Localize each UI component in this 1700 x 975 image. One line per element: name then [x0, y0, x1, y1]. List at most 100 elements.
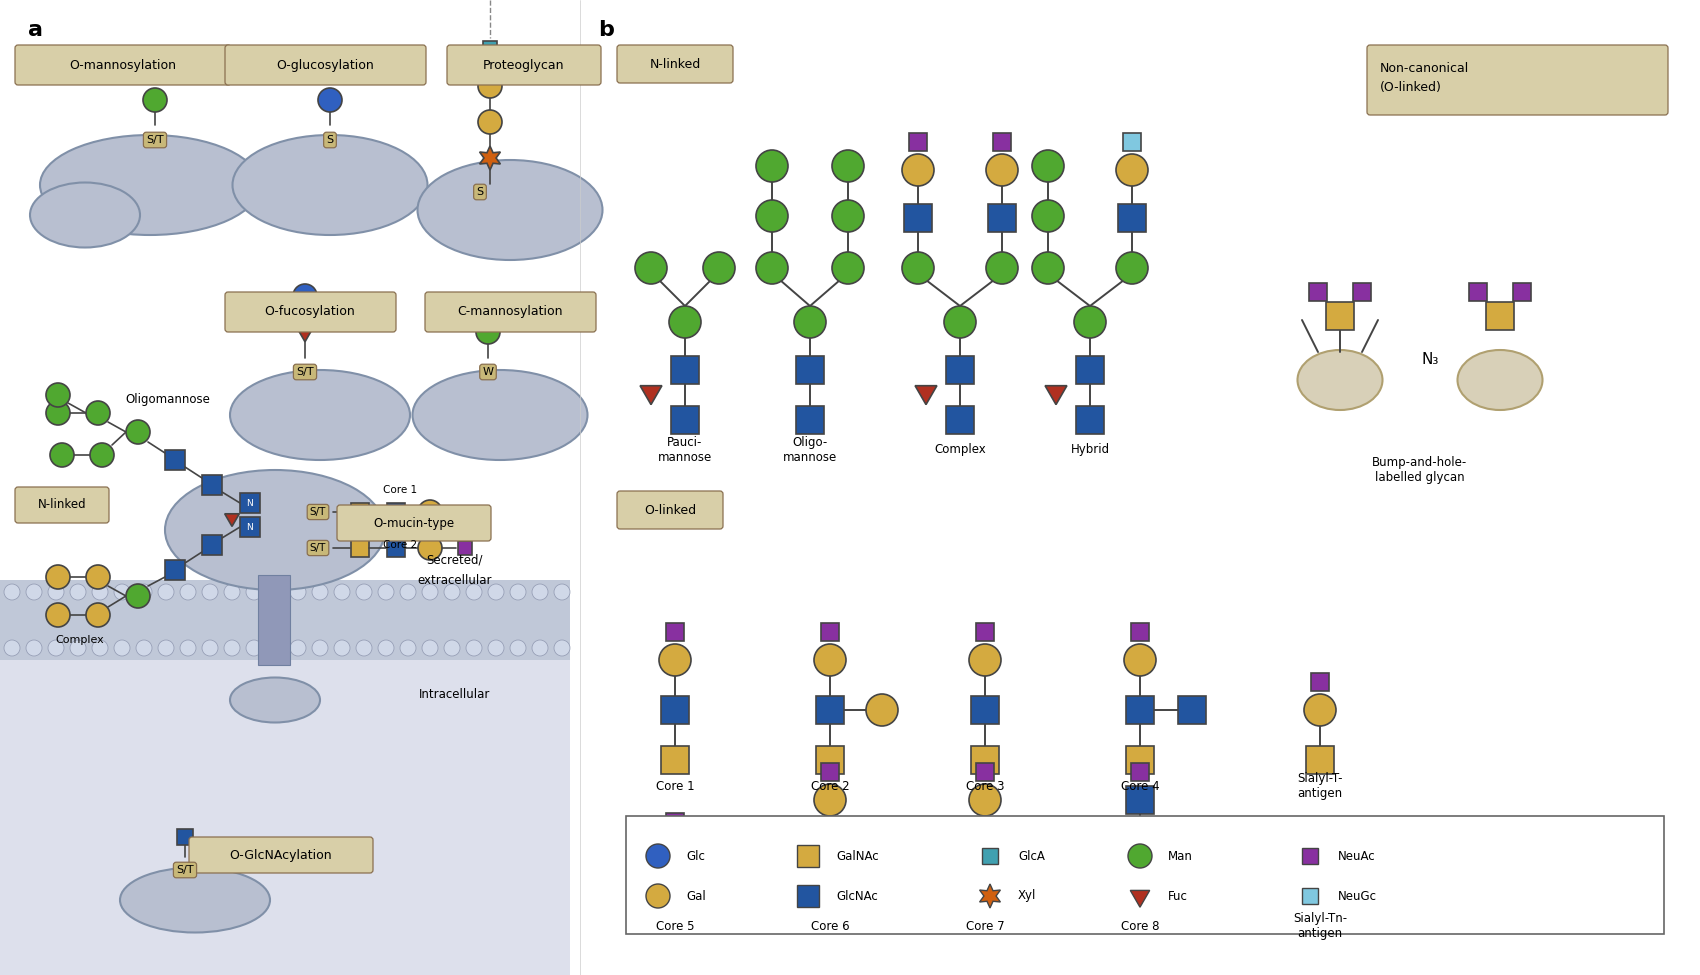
Circle shape [944, 306, 976, 338]
Circle shape [554, 584, 570, 600]
Circle shape [422, 640, 439, 656]
Text: NeuAc: NeuAc [1338, 849, 1375, 863]
Text: Sialyl-T-
antigen: Sialyl-T- antigen [1297, 772, 1343, 800]
Text: Gal: Gal [687, 889, 706, 903]
Text: Core 2: Core 2 [811, 779, 850, 793]
Circle shape [1115, 154, 1148, 186]
Text: O-linked: O-linked [644, 503, 695, 517]
Circle shape [1032, 200, 1064, 232]
Circle shape [756, 252, 789, 284]
Text: Non-canonical: Non-canonical [1380, 61, 1469, 74]
Circle shape [202, 640, 218, 656]
Bar [661, 746, 689, 774]
Circle shape [814, 784, 847, 816]
Bar [816, 836, 843, 864]
Text: Man: Man [1168, 849, 1193, 863]
Bar [258, 575, 291, 665]
Circle shape [903, 252, 933, 284]
Circle shape [478, 110, 502, 134]
Text: S: S [476, 187, 483, 197]
Circle shape [46, 383, 70, 407]
Text: S/T: S/T [177, 865, 194, 875]
Circle shape [1032, 150, 1064, 182]
Circle shape [418, 500, 442, 524]
Polygon shape [479, 146, 500, 170]
Bar [971, 836, 1000, 864]
Bar [0, 580, 570, 660]
Ellipse shape [413, 370, 588, 460]
Bar [165, 450, 185, 470]
Circle shape [114, 584, 129, 600]
Circle shape [660, 834, 690, 866]
Bar [672, 356, 699, 384]
Circle shape [418, 536, 442, 560]
Circle shape [476, 320, 500, 344]
Circle shape [136, 640, 151, 656]
Bar [1178, 696, 1205, 724]
Circle shape [291, 640, 306, 656]
Circle shape [831, 252, 864, 284]
Text: O-glucosylation: O-glucosylation [275, 58, 374, 71]
FancyBboxPatch shape [337, 505, 491, 541]
Polygon shape [979, 884, 1000, 908]
Circle shape [646, 844, 670, 868]
Text: N-linked: N-linked [649, 58, 700, 70]
Ellipse shape [1457, 350, 1542, 410]
Circle shape [532, 640, 547, 656]
Text: Core 6: Core 6 [811, 919, 850, 932]
Text: Bump-and-hole-
labelled glycan: Bump-and-hole- labelled glycan [1372, 456, 1467, 484]
Circle shape [3, 584, 20, 600]
Text: Hybrid: Hybrid [1071, 444, 1110, 456]
Circle shape [87, 565, 110, 589]
Text: b: b [598, 20, 614, 40]
Text: Proteoglycan: Proteoglycan [483, 58, 564, 71]
Bar [945, 356, 974, 384]
FancyBboxPatch shape [447, 45, 602, 85]
Text: C-mannosylation: C-mannosylation [457, 305, 563, 319]
Text: Sialyl-Tn-
antigen: Sialyl-Tn- antigen [1294, 912, 1346, 940]
Circle shape [510, 640, 525, 656]
Circle shape [180, 640, 196, 656]
Circle shape [1304, 694, 1336, 726]
Circle shape [180, 584, 196, 600]
Text: N-linked: N-linked [37, 498, 87, 512]
FancyBboxPatch shape [617, 491, 722, 529]
Circle shape [292, 284, 316, 308]
Ellipse shape [121, 868, 270, 932]
Bar [1486, 302, 1515, 330]
Circle shape [1124, 644, 1156, 676]
Circle shape [158, 640, 173, 656]
Bar [1125, 886, 1154, 914]
Text: O-GlcNAcylation: O-GlcNAcylation [230, 848, 332, 862]
Bar [796, 406, 824, 434]
Bar [971, 886, 1000, 914]
Text: Core 7: Core 7 [966, 919, 1005, 932]
Circle shape [46, 401, 70, 425]
Text: Glc: Glc [687, 849, 706, 863]
Bar [661, 696, 689, 724]
Circle shape [126, 584, 150, 608]
Circle shape [831, 200, 864, 232]
Text: GlcNAc: GlcNAc [836, 889, 877, 903]
Ellipse shape [233, 135, 427, 235]
Circle shape [400, 584, 416, 600]
Circle shape [46, 603, 70, 627]
FancyBboxPatch shape [617, 45, 733, 83]
Bar [945, 406, 974, 434]
Text: W: W [483, 367, 493, 377]
Circle shape [478, 74, 502, 98]
Circle shape [636, 252, 666, 284]
Text: Xyl: Xyl [1018, 889, 1037, 903]
Text: GlcA: GlcA [1018, 849, 1046, 863]
Bar [796, 356, 824, 384]
Circle shape [660, 644, 690, 676]
Bar [1326, 302, 1353, 330]
Circle shape [87, 401, 110, 425]
Bar [165, 560, 185, 580]
Bar [202, 475, 223, 495]
Circle shape [224, 640, 240, 656]
Text: Core 4: Core 4 [1120, 779, 1159, 793]
Circle shape [986, 154, 1018, 186]
Bar [1125, 696, 1154, 724]
FancyBboxPatch shape [224, 292, 396, 332]
